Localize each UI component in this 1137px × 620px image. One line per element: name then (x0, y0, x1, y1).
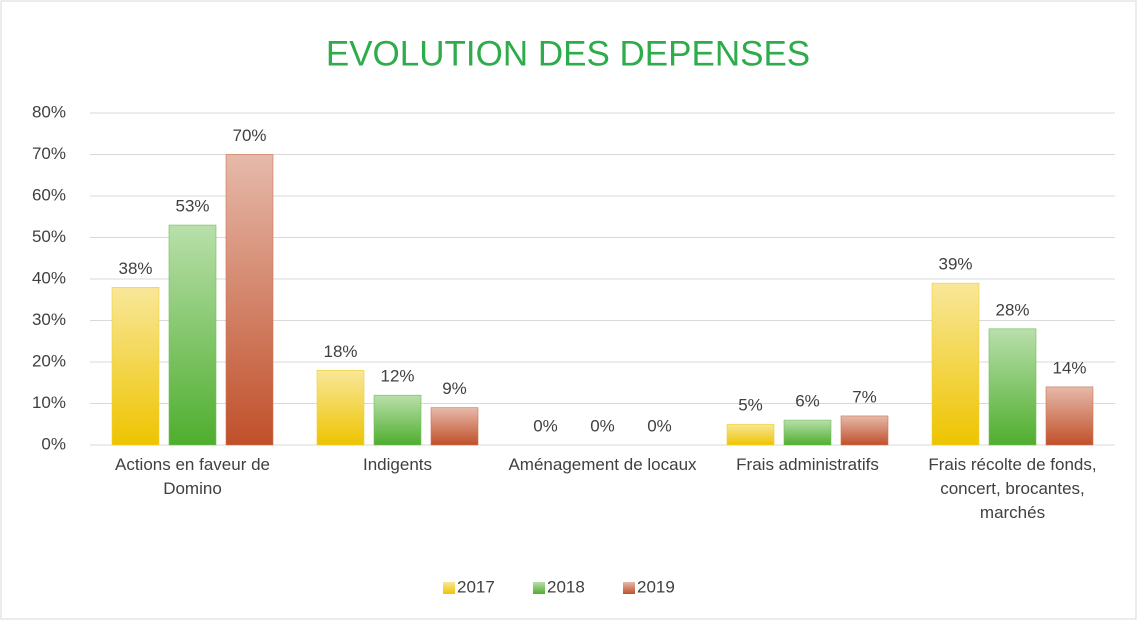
legend-swatch (623, 582, 635, 594)
data-label: 18% (323, 342, 357, 361)
bar (373, 394, 422, 446)
y-tick-label: 70% (32, 144, 66, 163)
data-label: 39% (938, 255, 972, 274)
data-label: 0% (647, 416, 672, 435)
data-label: 38% (118, 259, 152, 278)
legend-label: 2018 (547, 577, 585, 596)
bar (1045, 386, 1094, 446)
data-label: 0% (533, 416, 558, 435)
y-tick-label: 30% (32, 310, 66, 329)
y-tick-label: 0% (41, 434, 66, 453)
bar (726, 423, 775, 446)
y-tick-label: 10% (32, 393, 66, 412)
chart-title: EVOLUTION DES DEPENSES (326, 34, 810, 73)
y-tick-label: 20% (32, 351, 66, 370)
bar (840, 415, 889, 446)
x-tick-label: Aménagement de locaux (508, 455, 697, 474)
bar (168, 224, 217, 446)
legend-swatch (533, 582, 545, 594)
x-tick-label: Actions en faveur de Domino (115, 455, 270, 498)
bar (225, 154, 274, 446)
x-tick-label: Frais récolte de fonds, concert, brocant… (928, 455, 1097, 522)
bar (430, 407, 479, 446)
legend-swatch (443, 582, 455, 594)
data-label: 12% (380, 367, 414, 386)
bar (931, 282, 980, 446)
y-tick-label: 40% (32, 268, 66, 287)
data-label: 70% (232, 126, 266, 145)
bar (316, 369, 365, 446)
bar (111, 286, 160, 446)
data-label: 14% (1052, 358, 1086, 377)
y-tick-label: 60% (32, 185, 66, 204)
y-tick-label: 80% (32, 102, 66, 121)
data-label: 7% (852, 387, 877, 406)
data-label: 6% (795, 392, 820, 411)
legend-label: 2019 (637, 577, 675, 596)
bar (988, 328, 1037, 446)
data-label: 53% (175, 197, 209, 216)
x-tick-label: Indigents (363, 455, 432, 474)
legend-label: 2017 (457, 577, 495, 596)
data-label: 28% (995, 300, 1029, 319)
y-tick-label: 50% (32, 227, 66, 246)
data-label: 0% (590, 416, 615, 435)
data-label: 5% (738, 396, 763, 415)
x-tick-label: Frais administratifs (736, 455, 879, 474)
data-label: 9% (442, 379, 467, 398)
bar (783, 419, 832, 446)
